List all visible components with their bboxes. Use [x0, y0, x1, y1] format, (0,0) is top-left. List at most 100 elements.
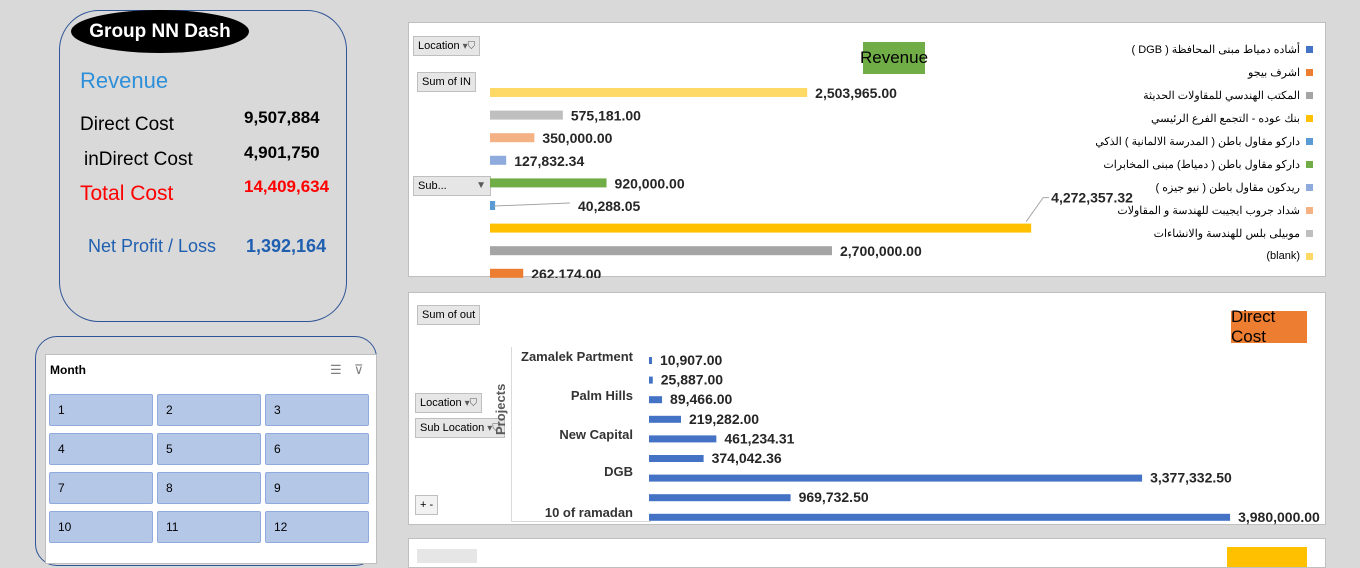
project-tick-label: 10 of ramadan: [544, 505, 633, 520]
sub-location-filter-button-2[interactable]: Sub Location ▾⛉: [415, 418, 505, 438]
direct-cost-bar[interactable]: [649, 396, 663, 404]
sub-location-filter-button[interactable]: Sub... ▼: [413, 176, 491, 196]
legend-swatch: [1306, 207, 1313, 214]
month-button-9[interactable]: 9: [265, 472, 369, 504]
legend-label: المكتب الهندسي للمقاولات الحديثة: [1143, 90, 1300, 102]
revenue-bar[interactable]: [490, 223, 1032, 233]
axis-divider-bottom: [511, 521, 651, 522]
direct-cost-value: 9,507,884: [244, 108, 320, 127]
leader-line: [1025, 197, 1050, 222]
month-button-3[interactable]: 3: [265, 394, 369, 426]
legend-swatch: [1306, 69, 1313, 76]
legend-label: شداد جروب ايجيبت للهندسة و المقاولات: [1117, 205, 1300, 217]
month-button-2[interactable]: 2: [157, 394, 261, 426]
legend-label: اشرف بيجو: [1248, 67, 1300, 79]
direct-cost-label: Direct Cost: [80, 114, 174, 135]
legend-swatch: [1306, 92, 1313, 99]
net-profit-label: Net Profit / Loss: [88, 236, 217, 256]
legend-label: (blank): [1266, 250, 1300, 262]
revenue-bar[interactable]: [490, 88, 808, 97]
location-filter-button[interactable]: Location ▾⛉: [413, 36, 481, 56]
leader-line: [493, 202, 571, 207]
field-button-stub[interactable]: [417, 549, 477, 563]
direct-cost-data-label: 89,466.00: [670, 391, 732, 407]
legend-entry: المكتب الهندسي للمقاولات الحديثة: [1143, 89, 1313, 102]
legend-entry: ريدكون مقاول باطن ( نيو جيزه ): [1156, 181, 1313, 194]
location-filter-label: Location: [418, 40, 460, 52]
month-button-8[interactable]: 8: [157, 472, 261, 504]
direct-cost-data-label: 25,887.00: [661, 372, 723, 388]
expand-collapse-label: + -: [420, 499, 434, 511]
revenue-data-label: 4,272,357.32: [1051, 190, 1133, 206]
direct-cost-bar[interactable]: [649, 474, 1143, 482]
next-chart-panel: [408, 538, 1326, 568]
indirect-cost-label: inDirect Cost: [84, 149, 193, 170]
revenue-bar[interactable]: [490, 268, 524, 278]
revenue-data-label: 920,000.00: [615, 175, 685, 191]
direct-cost-bar[interactable]: [649, 513, 1231, 521]
sum-in-label: Sum of IN: [422, 76, 471, 88]
sum-out-label: Sum of out: [422, 309, 476, 321]
total-cost-value: 14,409,634: [244, 177, 330, 196]
direct-cost-bar[interactable]: [649, 494, 791, 502]
filter-icon: ▾⛉: [487, 423, 500, 434]
legend-swatch: [1306, 252, 1313, 260]
direct-cost-bar[interactable]: [649, 357, 652, 364]
legend-entry: بنك عوده - التجمع الفرع الرئيسي: [1151, 112, 1313, 125]
direct-cost-data-label: 219,282.00: [689, 411, 759, 427]
legend-entry: اشرف بيجو: [1248, 66, 1313, 79]
revenue-label: Revenue: [80, 68, 169, 93]
slicer-title: Month: [50, 363, 86, 377]
revenue-bar[interactable]: [490, 246, 832, 256]
legend-swatch: [1306, 46, 1313, 53]
clear-filter-icon[interactable]: ⊽: [354, 362, 364, 377]
project-tick-label: DGB: [604, 464, 633, 479]
revenue-data-label: 127,832.34: [514, 153, 584, 169]
month-button-7[interactable]: 7: [49, 472, 153, 504]
revenue-bar[interactable]: [490, 110, 563, 120]
sum-out-field-button[interactable]: Sum of out: [417, 305, 481, 325]
dashboard-title: Group NN Dash: [71, 10, 249, 53]
revenue-bar[interactable]: [490, 178, 607, 188]
direct-cost-data-label: 10,907.00: [660, 352, 722, 368]
revenue-bar[interactable]: [490, 133, 535, 143]
direct-cost-bar[interactable]: [649, 435, 717, 443]
indirect-cost-value: 4,901,750: [244, 143, 320, 162]
legend-label: موبيلى بلس للهندسة والانشاءات: [1153, 228, 1300, 240]
revenue-data-label: 40,288.05: [578, 198, 640, 214]
direct-cost-chart-panel: Sum of out Location ▾⛉ Sub Location ▾⛉ + -…: [408, 292, 1326, 525]
expand-collapse-button[interactable]: + -: [415, 495, 439, 515]
legend-swatch: [1306, 230, 1313, 237]
month-button-11[interactable]: 11: [157, 511, 261, 543]
legend-swatch: [1306, 115, 1313, 122]
direct-cost-bar-chart: 10,907.00 25,887.00 89,466.00 219,282.00 461…: [649, 352, 1320, 525]
legend-entry: (blank): [1266, 250, 1313, 262]
revenue-bar[interactable]: [490, 201, 496, 210]
month-button-5[interactable]: 5: [157, 433, 261, 465]
direct-cost-data-label: 3,980,000.00: [1238, 509, 1320, 525]
legend-label: داركو مقاول باطن ( المدرسة الالمانية ) ا…: [1095, 136, 1300, 148]
multi-select-icon[interactable]: ☰: [330, 362, 342, 377]
legend-label: داركو مقاول باطن ( دمياط) مبنى المخابرات: [1103, 159, 1300, 171]
total-cost-label: Total Cost: [80, 182, 174, 205]
direct-cost-bar[interactable]: [649, 415, 682, 423]
filter-icon: ▾⛉: [464, 398, 478, 409]
location-filter-button-2[interactable]: Location ▾⛉: [415, 393, 483, 413]
net-profit-value: 1,392,164: [246, 236, 327, 256]
month-button-1[interactable]: 1: [49, 394, 153, 426]
month-button-12[interactable]: 12: [265, 511, 369, 543]
legend-swatch: [1306, 184, 1313, 191]
month-button-10[interactable]: 10: [49, 511, 153, 543]
revenue-bar[interactable]: [490, 155, 507, 165]
filter-icon: ▾⛉: [462, 41, 476, 52]
sum-in-field-button[interactable]: Sum of IN: [417, 72, 476, 92]
direct-cost-bar[interactable]: [649, 455, 704, 462]
month-button-4[interactable]: 4: [49, 433, 153, 465]
legend-label: بنك عوده - التجمع الفرع الرئيسي: [1151, 113, 1300, 125]
direct-cost-bar[interactable]: [649, 376, 653, 384]
revenue-data-label: 2,503,965.00: [815, 85, 897, 101]
legend-entry: شداد جروب ايجيبت للهندسة و المقاولات: [1117, 204, 1313, 217]
dropdown-icon: ▼: [476, 180, 486, 191]
direct-cost-data-label: 374,042.36: [712, 450, 782, 466]
month-button-6[interactable]: 6: [265, 433, 369, 465]
